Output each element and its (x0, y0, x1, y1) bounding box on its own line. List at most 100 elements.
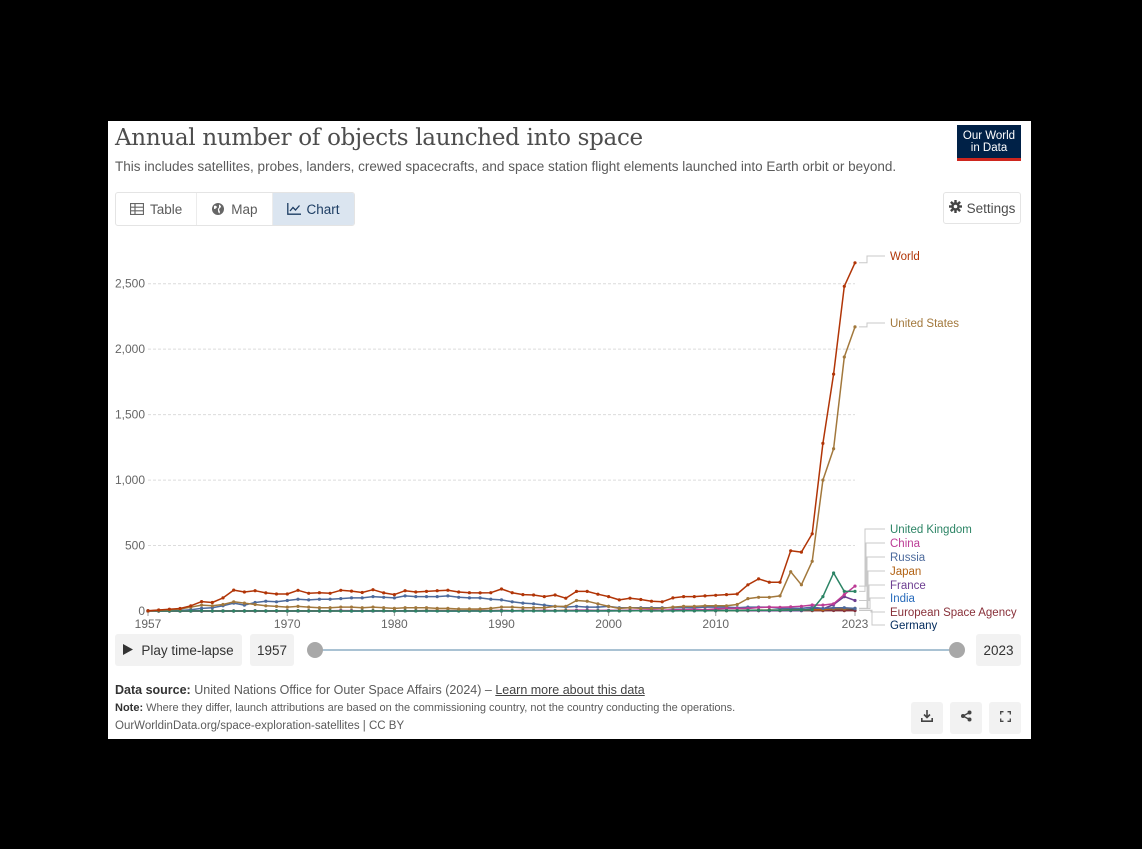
timeline-start-handle[interactable] (307, 642, 323, 658)
data-point-world (735, 592, 739, 596)
data-point-russia (424, 595, 429, 599)
data-point-united-states (489, 606, 493, 610)
gear-icon (948, 200, 962, 216)
data-point-united-kingdom (574, 609, 579, 613)
data-point-united-kingdom (596, 609, 600, 613)
y-tick-label: 0 (138, 604, 145, 618)
data-point-russia (307, 598, 311, 602)
play-label: Play time-lapse (141, 642, 234, 658)
tab-chart-label: Chart (306, 201, 340, 217)
data-point-united-kingdom (242, 609, 246, 613)
source-url: OurWorldinData.org/space-exploration-sat… (115, 720, 405, 732)
data-point-world (328, 591, 332, 595)
timeline-track[interactable] (315, 649, 957, 651)
data-point-united-kingdom (821, 595, 825, 599)
data-point-world (574, 589, 579, 593)
data-point-united-kingdom (210, 609, 214, 613)
learn-more-link[interactable]: Learn more about this data (495, 683, 645, 697)
data-point-united-states (478, 607, 482, 611)
data-point-world (382, 591, 386, 595)
data-point-world (210, 600, 214, 605)
settings-button[interactable]: Settings (943, 192, 1021, 224)
data-point-united-states (339, 605, 343, 609)
data-point-world (789, 549, 793, 553)
data-point-united-kingdom (414, 609, 418, 613)
data-point-united-states (424, 606, 429, 610)
data-point-united-kingdom (499, 609, 504, 613)
data-source-line: Data source: United Nations Office for O… (115, 683, 895, 697)
data-point-world (671, 596, 675, 600)
data-point-china (767, 605, 771, 609)
data-point-united-states (853, 325, 857, 329)
data-point-united-kingdom (200, 609, 204, 613)
data-point-united-kingdom (221, 609, 225, 613)
data-point-world (521, 593, 525, 597)
data-point-world (435, 589, 439, 593)
data-point-russia (339, 597, 343, 601)
data-point-china (832, 602, 836, 606)
play-timelapse-button[interactable]: Play time-lapse (115, 634, 242, 666)
data-point-russia (832, 606, 836, 610)
y-tick-label: 500 (125, 539, 145, 553)
data-point-world (649, 599, 654, 603)
data-point-china (853, 584, 857, 588)
line-chart: 0 500 1,000 1,500 2,000 2,500 1957 1970 1980 1990… (115, 251, 1017, 631)
download-button[interactable] (911, 702, 943, 734)
data-point-world (639, 597, 643, 602)
x-tick-label: 2010 (702, 617, 729, 631)
series-label-germany: Germany (890, 620, 938, 631)
data-point-united-states (596, 602, 600, 606)
x-tick-label: 2023 (842, 617, 869, 631)
data-point-france (853, 598, 857, 603)
data-point-russia (457, 595, 461, 599)
data-point-united-kingdom (724, 609, 729, 613)
data-point-russia (285, 598, 289, 603)
play-icon (123, 643, 134, 658)
tab-chart[interactable]: Chart (272, 193, 354, 225)
owid-logo[interactable]: Our World in Data (957, 125, 1021, 161)
data-point-united-states (403, 606, 407, 610)
data-point-united-states (617, 606, 621, 610)
data-point-united-kingdom (799, 608, 804, 612)
data-point-russia (532, 602, 536, 606)
tab-table[interactable]: Table (116, 193, 198, 225)
data-point-world (660, 600, 664, 604)
logo-line-1: Our World (962, 130, 1016, 142)
data-point-world (757, 577, 761, 581)
data-point-united-kingdom (360, 609, 364, 613)
data-point-world (296, 588, 300, 592)
data-point-russia (510, 600, 514, 604)
data-point-china (842, 593, 846, 597)
data-point-united-kingdom (789, 608, 793, 612)
y-tick-label: 2,500 (115, 277, 145, 291)
data-point-united-states (660, 606, 664, 610)
tab-map[interactable]: Map (197, 193, 273, 225)
x-tick-label: 1990 (488, 617, 515, 631)
start-year-box[interactable]: 1957 (250, 634, 294, 666)
data-point-world (424, 589, 429, 593)
timeline-end-handle[interactable] (949, 642, 965, 658)
fullscreen-button[interactable] (989, 702, 1021, 734)
data-point-world (714, 593, 718, 597)
share-button[interactable] (950, 702, 982, 734)
data-point-united-states (724, 604, 729, 608)
data-point-world (221, 596, 225, 600)
data-point-russia (403, 594, 407, 598)
data-point-united-states (446, 606, 450, 610)
end-year-box[interactable]: 2023 (976, 634, 1021, 666)
data-point-united-kingdom (296, 609, 300, 613)
data-point-united-states (821, 478, 825, 482)
data-point-world (703, 594, 707, 598)
data-point-united-states (457, 607, 461, 611)
data-point-russia (446, 594, 450, 598)
series-label-india: India (890, 593, 916, 605)
label-connector (859, 528, 885, 592)
data-point-world (799, 550, 804, 554)
data-point-world (178, 606, 182, 611)
data-point-united-states (382, 606, 386, 610)
data-point-russia (360, 596, 364, 600)
data-point-united-states (799, 583, 804, 587)
data-point-world (617, 598, 621, 602)
data-point-china (799, 604, 804, 608)
data-point-united-states (649, 606, 654, 610)
